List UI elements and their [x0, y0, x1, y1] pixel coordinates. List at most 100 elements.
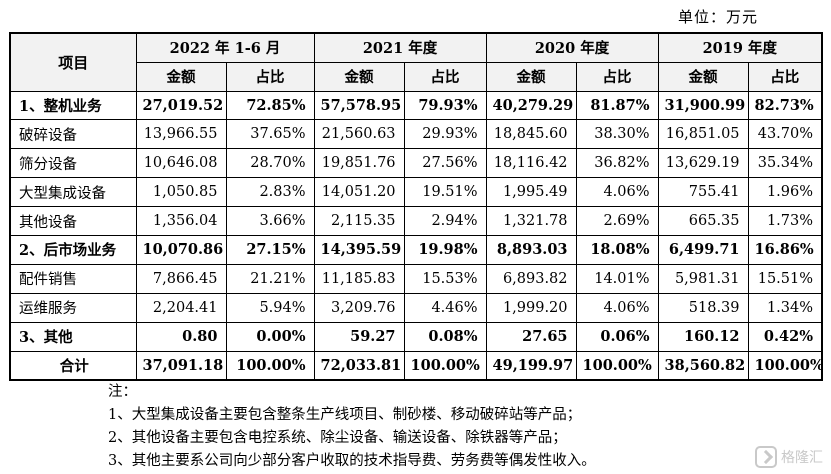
- ratio-cell: 27.15%: [225, 234, 315, 265]
- amount-cell: 14,051.20: [313, 177, 405, 208]
- amount-cell: 6,499.71: [657, 234, 749, 265]
- row-label: 合计: [9, 350, 137, 381]
- amount-cell: 59.27: [313, 321, 405, 352]
- ratio-cell: 0.42%: [747, 321, 823, 352]
- table-row: 筛分设备 10,646.08 28.70% 19,851.76 27.56% 18,116…: [9, 148, 823, 179]
- amount-cell: 38,560.82: [657, 350, 749, 381]
- amount-cell: 1,321.78: [485, 206, 577, 236]
- table-row: 3、其他 0.80 0.00% 59.27 0.08% 27.65 0.06% 160.12 0…: [9, 321, 823, 352]
- ratio-cell: 100.00%: [403, 350, 487, 381]
- ratio-cell: 28.70%: [225, 148, 315, 179]
- notes-title: 注：: [108, 384, 137, 400]
- ratio-cell: 3.66%: [225, 206, 315, 236]
- notes: 注： 1、大型集成设备主要包含整条生产线项目、制砂楼、移动破碎站等产品； 2、其…: [108, 381, 596, 473]
- header-amount: 金额: [135, 61, 227, 92]
- header-ratio: 占比: [747, 61, 823, 92]
- amount-cell: 7,866.45: [135, 263, 227, 294]
- ratio-cell: 72.85%: [225, 90, 315, 121]
- ratio-cell: 35.34%: [747, 148, 823, 179]
- table-row: 其他设备 1,356.04 3.66% 2,115.35 2.94% 1,321.78 2.…: [9, 206, 823, 236]
- ratio-cell: 29.93%: [403, 119, 487, 150]
- table-row: 2、后市场业务 10,070.86 27.15% 14,395.59 19.98% 8,8…: [9, 234, 823, 265]
- amount-cell: 57,578.95: [313, 90, 405, 121]
- amount-cell: 37,091.18: [135, 350, 227, 381]
- ratio-cell: 0.00%: [225, 321, 315, 352]
- ratio-cell: 37.65%: [225, 119, 315, 150]
- ratio-cell: 100.00%: [747, 350, 823, 381]
- amount-cell: 3,209.76: [313, 292, 405, 323]
- ratio-cell: 36.82%: [575, 148, 659, 179]
- ratio-cell: 0.06%: [575, 321, 659, 352]
- amount-cell: 11,185.83: [313, 263, 405, 294]
- amount-cell: 31,900.99: [657, 90, 749, 121]
- amount-cell: 13,629.19: [657, 148, 749, 179]
- ratio-cell: 100.00%: [225, 350, 315, 381]
- table-row: 配件销售 7,866.45 21.21% 11,185.83 15.53% 6,893.8…: [9, 263, 823, 294]
- note-item: 3、其他主要系公司向少部分客户收取的技术指导费、劳务费等偶发性收入。: [108, 453, 596, 469]
- ratio-cell: 21.21%: [225, 263, 315, 294]
- ratio-cell: 81.87%: [575, 90, 659, 121]
- amount-cell: 16,851.05: [657, 119, 749, 150]
- amount-cell: 10,646.08: [135, 148, 227, 179]
- ratio-cell: 38.30%: [575, 119, 659, 150]
- amount-cell: 40,279.29: [485, 90, 577, 121]
- revenue-table: 项目 2022 年 1-6 月 2021 年度 2020 年度 2019 年度 …: [9, 32, 824, 381]
- header-amount: 金额: [485, 61, 577, 92]
- ratio-cell: 1.96%: [747, 177, 823, 208]
- amount-cell: 27.65: [485, 321, 577, 352]
- table-row: 1、整机业务 27,019.52 72.85% 57,578.95 79.93% 40,2…: [9, 90, 823, 121]
- header-period: 2021 年度: [313, 32, 487, 63]
- amount-cell: 21,560.63: [313, 119, 405, 150]
- ratio-cell: 1.34%: [747, 292, 823, 323]
- row-label: 运维服务: [9, 292, 137, 323]
- row-label: 筛分设备: [9, 148, 137, 179]
- row-label: 破碎设备: [9, 119, 137, 150]
- ratio-cell: 82.73%: [747, 90, 823, 121]
- note-item: 1、大型集成设备主要包含整条生产线项目、制砂楼、移动破碎站等产品；: [108, 407, 582, 423]
- ratio-cell: 19.98%: [403, 234, 487, 265]
- amount-cell: 1,356.04: [135, 206, 227, 236]
- row-label: 1、整机业务: [9, 90, 137, 121]
- ratio-cell: 19.51%: [403, 177, 487, 208]
- ratio-cell: 5.94%: [225, 292, 315, 323]
- amount-cell: 14,395.59: [313, 234, 405, 265]
- header-item: 项目: [9, 32, 137, 92]
- amount-cell: 1,999.20: [485, 292, 577, 323]
- ratio-cell: 43.70%: [747, 119, 823, 150]
- header-amount: 金额: [657, 61, 749, 92]
- row-label: 其他设备: [9, 206, 137, 236]
- ratio-cell: 2.69%: [575, 206, 659, 236]
- amount-cell: 2,115.35: [313, 206, 405, 236]
- ratio-cell: 2.94%: [403, 206, 487, 236]
- header-row-periods: 项目 2022 年 1-6 月 2021 年度 2020 年度 2019 年度: [9, 32, 823, 92]
- header-ratio: 占比: [575, 61, 659, 92]
- amount-cell: 518.39: [657, 292, 749, 323]
- ratio-cell: 79.93%: [403, 90, 487, 121]
- ratio-cell: 4.46%: [403, 292, 487, 323]
- amount-cell: 755.41: [657, 177, 749, 208]
- table-row: 破碎设备 13,966.55 37.65% 21,560.63 29.93% 18,845…: [9, 119, 823, 150]
- ratio-cell: 4.06%: [575, 177, 659, 208]
- amount-cell: 18,845.60: [485, 119, 577, 150]
- table-row: 大型集成设备 1,050.85 2.83% 14,051.20 19.51% 1,995.…: [9, 177, 823, 208]
- amount-cell: 19,851.76: [313, 148, 405, 179]
- amount-cell: 13,966.55: [135, 119, 227, 150]
- watermark-text: 格隆汇: [781, 450, 823, 466]
- table-row: 运维服务 2,204.41 5.94% 3,209.76 4.46% 1,999.20 4.…: [9, 292, 823, 323]
- amount-cell: 18,116.42: [485, 148, 577, 179]
- amount-cell: 665.35: [657, 206, 749, 236]
- row-label: 配件销售: [9, 263, 137, 294]
- header-row-metrics: 金额 占比 金额 占比 金额 占比 金额 占比: [10, 61, 823, 92]
- ratio-cell: 0.08%: [403, 321, 487, 352]
- watermark: 格隆汇: [755, 446, 823, 468]
- ratio-cell: 15.53%: [403, 263, 487, 294]
- amount-cell: 1,995.49: [485, 177, 577, 208]
- header-period: 2020 年度: [485, 32, 659, 63]
- row-label: 大型集成设备: [9, 177, 137, 208]
- ratio-cell: 1.73%: [747, 206, 823, 236]
- header-ratio: 占比: [403, 61, 487, 92]
- row-label: 2、后市场业务: [9, 234, 137, 265]
- amount-cell: 0.80: [135, 321, 227, 352]
- ratio-cell: 14.01%: [575, 263, 659, 294]
